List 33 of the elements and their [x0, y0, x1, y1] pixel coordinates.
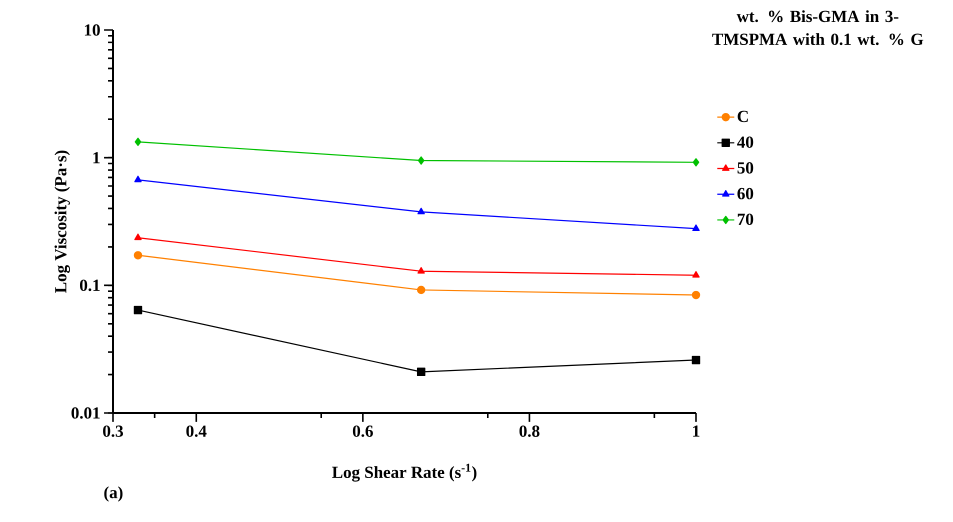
point — [692, 158, 700, 166]
point — [692, 290, 700, 300]
point — [134, 251, 142, 260]
point — [416, 368, 426, 376]
point — [692, 271, 700, 278]
legend-label: 40 — [737, 136, 754, 148]
x-tick-label: 1 — [693, 425, 700, 437]
y-tick-label: 0.1 — [80, 280, 100, 292]
text: (a) — [104, 486, 123, 502]
x-tick-label: 0.3 — [103, 425, 124, 437]
point — [418, 156, 424, 165]
point — [134, 234, 142, 240]
point — [416, 286, 426, 294]
point — [417, 267, 425, 274]
legend-label: 70 — [738, 214, 754, 226]
y-tick-label: 1 — [93, 152, 100, 164]
legend-title: wt. % Bis-GMA in 3-TMSPMA with 0.1 wt. % G — [712, 10, 924, 46]
legend-label: 50 — [738, 162, 754, 174]
point — [134, 306, 142, 314]
point — [692, 224, 700, 232]
point — [692, 356, 700, 364]
y-axis-title: Log Viscosity (Pa·s) — [54, 150, 70, 293]
legend-label: C — [738, 110, 748, 122]
y-tick-label: 0.01 — [72, 407, 100, 419]
y-tick-label: 10 — [84, 24, 100, 36]
point — [134, 176, 142, 182]
point — [417, 208, 425, 214]
x-tick-label: 0.4 — [186, 425, 207, 437]
point — [134, 138, 142, 146]
x-tick-label: 0.6 — [352, 425, 373, 437]
x-tick-label: 0.8 — [519, 425, 540, 437]
x-axis-title: Log Shear Rate (s$^{-1}$) — [332, 464, 476, 482]
legend-label: 60 — [737, 188, 754, 200]
